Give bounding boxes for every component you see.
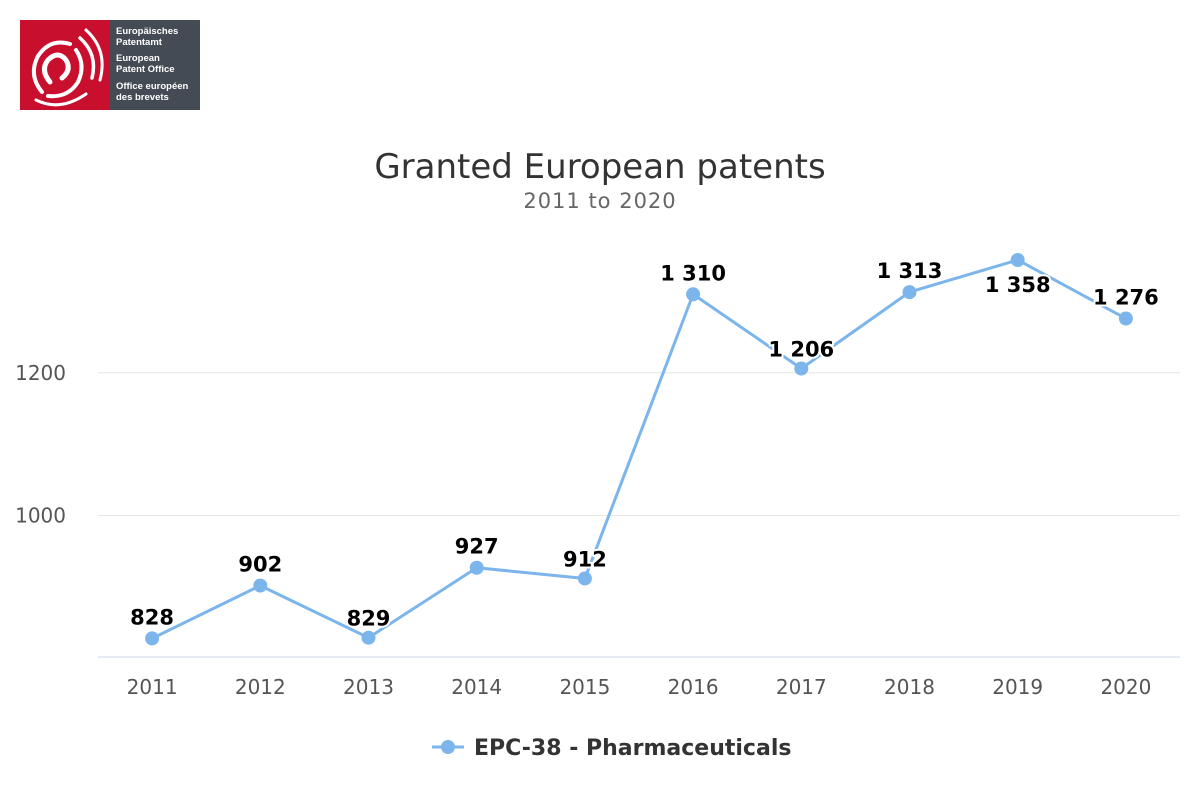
data-point-2014[interactable] [469, 560, 484, 575]
x-tick-label-2019: 2019 [992, 675, 1043, 699]
epo-logo-icon [31, 28, 104, 107]
y-tick-label-1000: 1000 [15, 504, 66, 528]
data-point-2017[interactable] [794, 361, 809, 376]
series-line [151, 258, 1127, 640]
x-axis: 2011 2012 2013 2014 2015 2016 2017 2018 2019 2020 [98, 656, 1180, 699]
x-tick-label-2018: 2018 [884, 675, 935, 699]
grid-lines [98, 372, 1180, 517]
data-label-2020: 1 276 [1093, 286, 1159, 310]
data-point-2016[interactable] [686, 287, 701, 302]
data-point-2020[interactable] [1118, 311, 1133, 326]
legend-marker-icon [441, 740, 455, 754]
logo-line-3: European [116, 53, 160, 64]
x-tick-label-2015: 2015 [559, 675, 610, 699]
y-axis: 1000 1200 [15, 361, 66, 528]
legend-item-label[interactable]: EPC-38 - Pharmaceuticals [474, 736, 791, 761]
data-point-2011[interactable] [145, 631, 160, 646]
x-tick-label-2020: 2020 [1100, 675, 1151, 699]
data-label-2013: 829 [347, 607, 391, 631]
data-point-2018[interactable] [902, 285, 917, 300]
x-tick-label-2012: 2012 [235, 675, 286, 699]
logo-gray-block [110, 20, 200, 110]
logo-line-1: Europäisches [116, 26, 178, 37]
data-point-2013[interactable] [361, 630, 376, 645]
data-label-2019: 1 358 [985, 273, 1051, 297]
logo-text-block: Europäisches Patentamt European Patent O… [116, 26, 189, 103]
data-labels: 828 902 829 927 912 1 310 1 206 1 313 1 358 1 276 [128, 257, 1161, 633]
logo-line-2: Patentamt [116, 37, 163, 48]
epo-logo: Europäisches Patentamt European Patent O… [20, 20, 200, 110]
series-epc38-pharmaceuticals[interactable] [145, 252, 1133, 646]
x-tick-label-2016: 2016 [668, 675, 719, 699]
x-tick-label-2011: 2011 [127, 675, 178, 699]
data-label-2014: 927 [455, 535, 499, 559]
x-tick-label-2014: 2014 [451, 675, 502, 699]
x-tick-label-2017: 2017 [776, 675, 827, 699]
data-point-2015[interactable] [577, 571, 592, 586]
chart-title: Granted European patents [374, 147, 825, 187]
data-label-2018: 1 313 [877, 259, 943, 283]
y-tick-label-1200: 1200 [15, 361, 66, 385]
legend[interactable]: EPC-38 - Pharmaceuticals [432, 736, 791, 761]
data-label-2015: 912 [563, 547, 607, 571]
data-point-2019[interactable] [1010, 252, 1025, 267]
data-label-2016: 1 310 [660, 261, 726, 285]
logo-line-5: Office européen [116, 81, 189, 92]
logo-line-4: Patent Office [116, 64, 175, 75]
data-label-2011: 828 [130, 605, 174, 629]
data-label-2017: 1 206 [768, 338, 834, 362]
data-label-2012: 902 [238, 553, 282, 577]
data-point-2012[interactable] [253, 578, 268, 593]
x-tick-label-2013: 2013 [343, 675, 394, 699]
chart-subtitle: 2011 to 2020 [523, 189, 676, 213]
logo-line-6: des brevets [116, 92, 169, 103]
